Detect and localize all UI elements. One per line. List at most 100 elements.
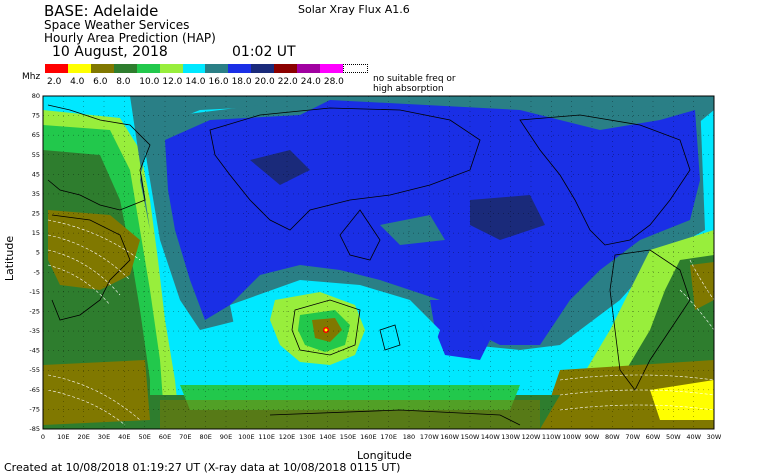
lat-tick-label: -85 xyxy=(29,425,40,433)
legend-label: 18.0 xyxy=(231,77,252,87)
legend-label: 16.0 xyxy=(208,77,229,87)
lat-tick-label: -55 xyxy=(29,366,40,374)
lon-tick-label: 80E xyxy=(199,433,211,441)
product-name: Hourly Area Prediction (HAP) xyxy=(44,31,216,45)
lon-tick-label: 10E xyxy=(57,433,69,441)
lat-tick-label: 45 xyxy=(32,170,40,178)
legend-swatch xyxy=(251,64,275,73)
legend-label: 20.0 xyxy=(254,77,275,87)
longitude-ticks: 0 10E 20E 30E 40E 50E 60E 70E 80E 90E 100E 110E 120E… xyxy=(41,433,722,441)
lon-tick-label: 100W xyxy=(562,433,581,441)
region-east-low-a xyxy=(690,262,714,310)
lon-tick-label: 50W xyxy=(666,433,681,441)
region-dark-blue-b xyxy=(470,195,545,240)
lat-tick-label: -35 xyxy=(29,327,40,335)
legend-swatch xyxy=(90,64,114,73)
latitude-ticks: 80 75 65 55 45 35 25 15 5 -5 -15 -25 -35 -45 -55 -65 -75… xyxy=(29,92,40,433)
lon-tick-label: 0 xyxy=(41,433,45,441)
lon-tick-label: 110W xyxy=(542,433,561,441)
region-dark-blue-a xyxy=(250,150,310,185)
legend-swatch xyxy=(67,64,91,73)
map-frame xyxy=(42,95,715,430)
base-marker-core xyxy=(324,328,328,332)
legend-label: 28.0 xyxy=(323,77,344,87)
no-suitable-label: no suitable freq or high absorption xyxy=(373,74,456,94)
lat-tick-label: -65 xyxy=(29,386,40,394)
region-west-low-b xyxy=(43,360,150,425)
xray-flux-label: Solar Xray Flux A1.6 xyxy=(298,3,410,16)
legend-swatch xyxy=(228,64,252,73)
lon-tick-label: 40W xyxy=(686,433,701,441)
lat-tick-label: 80 xyxy=(32,92,40,100)
lon-tick-label: 120E xyxy=(279,433,296,441)
lon-tick-label: 120W xyxy=(522,433,541,441)
lon-tick-label: 140W xyxy=(481,433,500,441)
region-south-olive xyxy=(160,400,540,429)
lon-tick-label: 60E xyxy=(159,433,171,441)
x-axis-title: Longitude xyxy=(357,449,412,462)
lon-tick-label: 170E xyxy=(380,433,397,441)
lat-tick-label: -75 xyxy=(29,405,40,413)
legend-swatch xyxy=(320,64,343,73)
legend-swatch xyxy=(45,64,68,73)
lon-tick-label: 50E xyxy=(138,433,150,441)
lon-tick-label: 140E xyxy=(319,433,336,441)
lon-tick-label: 150W xyxy=(461,433,480,441)
y-axis-title: Latitude xyxy=(3,235,17,282)
legend-label: 14.0 xyxy=(185,77,206,87)
lat-tick-label: 35 xyxy=(32,190,40,198)
service-name: Space Weather Services xyxy=(44,18,190,32)
lon-tick-label: 130E xyxy=(299,433,316,441)
lon-tick-label: 150E xyxy=(340,433,357,441)
legend-swatch xyxy=(113,64,137,73)
contour-lines xyxy=(47,219,714,426)
lat-tick-label: -15 xyxy=(29,288,40,296)
legend-label: 10.0 xyxy=(139,77,160,87)
lon-tick-label: 110E xyxy=(258,433,275,441)
lon-tick-label: 180 xyxy=(403,433,415,441)
legend-label: 6.0 xyxy=(93,77,108,87)
lon-tick-label: 160E xyxy=(360,433,377,441)
lat-tick-label: 75 xyxy=(32,112,40,120)
coastlines xyxy=(47,104,691,426)
lat-tick-label: 5 xyxy=(36,249,40,257)
map-time: 01:02 UT xyxy=(232,44,296,60)
base-title: BASE: Adelaide xyxy=(44,2,159,20)
lat-tick-label: 65 xyxy=(32,131,40,139)
lon-tick-label: 90E xyxy=(220,433,232,441)
lon-tick-label: 130W xyxy=(501,433,520,441)
lat-tick-label: 15 xyxy=(32,229,40,237)
legend-swatch xyxy=(297,64,321,73)
lon-tick-label: 160W xyxy=(440,433,459,441)
lat-tick-label: -5 xyxy=(34,268,40,276)
legend-swatch xyxy=(274,64,298,73)
map-field xyxy=(43,96,714,429)
legend-swatch xyxy=(182,64,206,73)
legend-label: 22.0 xyxy=(277,77,298,87)
map-grid xyxy=(43,96,714,429)
legend-label: 2.0 xyxy=(47,77,62,87)
region-west-low-a xyxy=(48,210,140,290)
legend-unit: Mhz xyxy=(22,72,41,82)
lon-tick-label: 90W xyxy=(585,433,600,441)
lon-tick-label: 30E xyxy=(98,433,110,441)
legend-swatch xyxy=(342,64,368,73)
lon-tick-label: 60W xyxy=(646,433,661,441)
legend-label: 4.0 xyxy=(70,77,85,87)
frequency-legend-bar xyxy=(45,64,368,73)
lat-tick-label: -25 xyxy=(29,307,40,315)
legend-swatch xyxy=(159,64,183,73)
legend-swatch xyxy=(136,64,160,73)
lon-tick-label: 70E xyxy=(179,433,191,441)
legend-label: 24.0 xyxy=(300,77,321,87)
lon-tick-label: 80W xyxy=(605,433,620,441)
region-teal-hole xyxy=(380,215,445,245)
lon-tick-label: 40E xyxy=(118,433,130,441)
lat-tick-label: 55 xyxy=(32,151,40,159)
map-date: 10 August, 2018 xyxy=(52,44,168,60)
lon-tick-label: 100E xyxy=(238,433,255,441)
lon-tick-label: 170W xyxy=(420,433,439,441)
legend-swatch xyxy=(205,64,229,73)
lon-tick-label: 30W xyxy=(707,433,722,441)
